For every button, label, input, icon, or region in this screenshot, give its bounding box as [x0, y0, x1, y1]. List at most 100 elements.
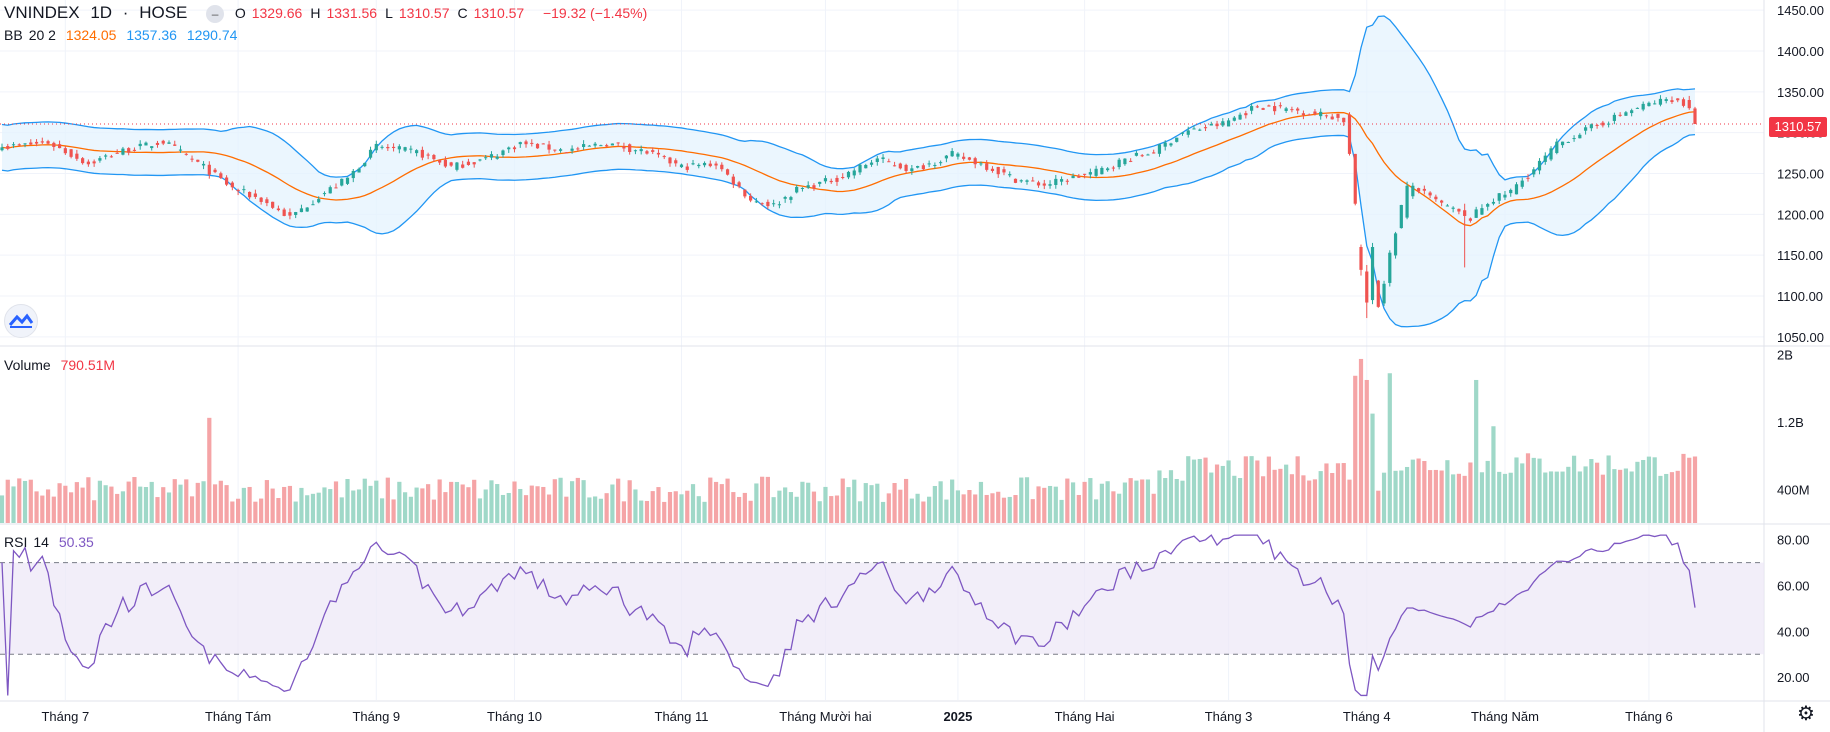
volume-value: 790.51M: [60, 357, 116, 373]
candle: [305, 207, 309, 212]
candle-body: [1008, 174, 1012, 176]
candle-body: [731, 176, 735, 185]
volume-bar: [1560, 471, 1565, 523]
candle: [1549, 146, 1553, 162]
candle-body: [904, 164, 908, 171]
candle-body: [1347, 114, 1352, 154]
candle-body: [1641, 103, 1645, 110]
candle: [973, 156, 977, 169]
candle: [1560, 141, 1565, 148]
candle: [668, 156, 672, 167]
candle: [184, 152, 188, 156]
candle-body: [213, 169, 217, 173]
volume-bar: [800, 481, 805, 523]
candle: [17, 143, 21, 147]
candle: [1238, 112, 1242, 120]
candle-body: [1532, 169, 1536, 175]
candle: [1152, 149, 1156, 154]
volume-bar: [224, 485, 229, 523]
candle-body: [288, 212, 292, 216]
candle-body: [1670, 100, 1674, 103]
candle-body: [1578, 134, 1582, 139]
volume-bar: [374, 480, 379, 523]
candle: [628, 143, 632, 155]
candle: [1480, 204, 1484, 216]
volume-bar: [172, 479, 177, 523]
candle: [518, 141, 522, 148]
candle: [1111, 165, 1115, 172]
candle-body: [725, 169, 730, 175]
volume-bar: [1013, 495, 1018, 523]
volume-bar: [1433, 469, 1438, 523]
volume-bar: [973, 494, 978, 523]
candle: [207, 161, 211, 179]
candle: [835, 175, 839, 186]
candle: [334, 183, 338, 189]
bb-legend[interactable]: BB 20 2 1324.05 1357.36 1290.74: [4, 27, 243, 43]
candle: [127, 147, 131, 156]
candle: [1681, 97, 1686, 108]
price-axis[interactable]: 1450.001400.001350.001300.001250.001200.…: [1777, 3, 1824, 685]
volume-legend[interactable]: Volume 790.51M: [4, 357, 121, 373]
candle: [846, 170, 851, 180]
volume-bar: [305, 495, 310, 523]
volume-bar: [955, 490, 961, 523]
candle-body: [979, 163, 983, 165]
candle-body: [1370, 247, 1375, 301]
candle-body: [1624, 112, 1628, 116]
volume-bar: [431, 499, 436, 523]
settings-gear-icon[interactable]: ⚙: [1797, 703, 1815, 725]
volume-bar: [1001, 497, 1007, 523]
interval-label[interactable]: 1D: [90, 3, 113, 22]
candle-body: [150, 146, 154, 149]
volume-bar: [351, 490, 356, 523]
candle: [1347, 112, 1352, 156]
candle-body: [662, 156, 666, 158]
rsi-legend[interactable]: RSI 14 50.35: [4, 534, 100, 550]
candle-body: [368, 149, 373, 158]
candle: [259, 196, 263, 205]
candle: [1514, 182, 1519, 195]
candle-body: [340, 178, 344, 186]
volume-bar: [235, 498, 241, 523]
candle: [213, 167, 217, 174]
candle: [1094, 165, 1098, 178]
volume-bar: [1646, 456, 1652, 523]
volume-bar: [852, 479, 857, 523]
bb-upper-value: 1357.36: [126, 27, 177, 43]
candle: [1612, 112, 1616, 125]
volume-bar: [115, 493, 120, 523]
time-tick-label: Tháng 4: [1343, 709, 1391, 724]
candle: [795, 184, 799, 194]
volume-bar: [1595, 462, 1600, 523]
candle-body: [1169, 143, 1173, 146]
candle-body: [1537, 160, 1542, 171]
candle-body: [674, 160, 678, 164]
candle-body: [921, 165, 925, 170]
candle: [1405, 181, 1409, 220]
tradingview-logo-icon[interactable]: [4, 304, 38, 338]
candle: [426, 152, 430, 160]
volume-bar: [1652, 457, 1657, 523]
candle-body: [1002, 169, 1006, 173]
volume-bar: [1474, 379, 1479, 523]
candle: [599, 144, 603, 147]
candle-body: [933, 164, 937, 166]
market-status-icon[interactable]: –: [206, 4, 225, 23]
candle: [933, 162, 937, 169]
candle-body: [1129, 160, 1133, 162]
candle-body: [391, 146, 396, 149]
volume-bar: [1618, 469, 1623, 523]
volume-bar: [1289, 474, 1295, 523]
candle: [363, 162, 367, 168]
time-axis[interactable]: Tháng 7 Tháng Tám Tháng 9 Tháng 10 Tháng 11 T…: [41, 709, 1672, 724]
candle: [1416, 187, 1421, 194]
volume-bar: [397, 481, 402, 523]
candle-body: [1664, 99, 1668, 102]
candle-body: [1601, 122, 1605, 126]
candle-body: [334, 187, 338, 189]
candle-body: [1393, 233, 1398, 256]
candle: [449, 161, 453, 167]
symbol-name[interactable]: VNINDEX: [4, 3, 80, 22]
